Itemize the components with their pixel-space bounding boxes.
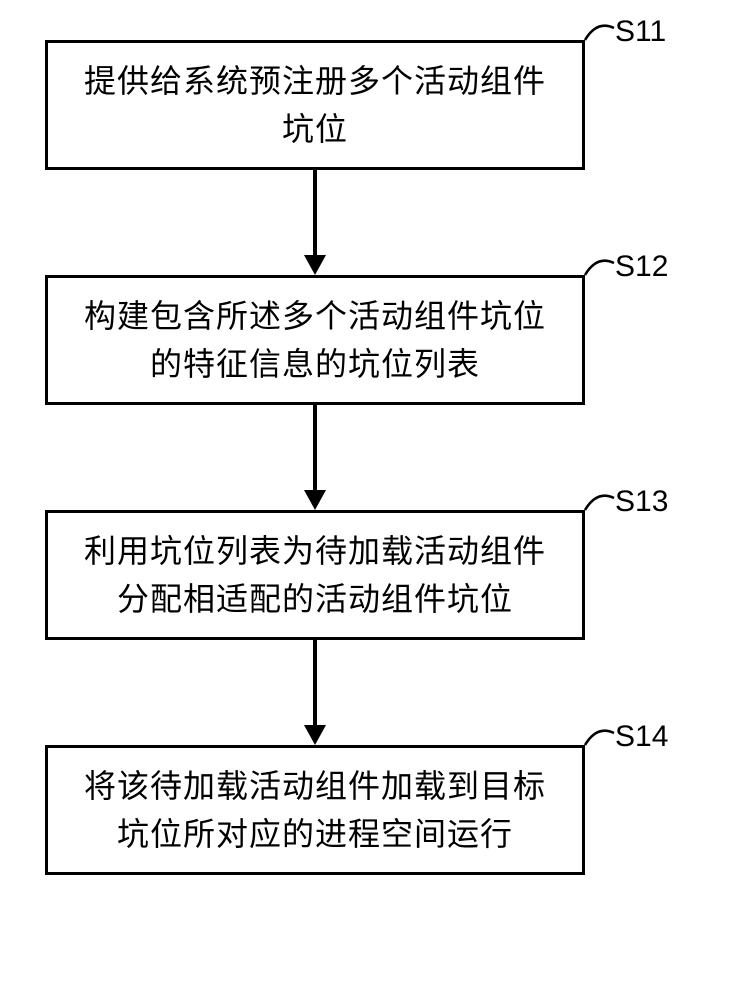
step-label-s12: S12: [615, 250, 668, 284]
step-box-s11: 提供给系统预注册多个活动组件坑位: [45, 40, 585, 170]
arrow-s12-s13: [304, 490, 326, 510]
step-text-s13: 利用坑位列表为待加载活动组件分配相适配的活动组件坑位: [68, 527, 562, 623]
step-text-s12: 构建包含所述多个活动组件坑位的特征信息的坑位列表: [68, 292, 562, 388]
arrow-s11-s12: [304, 255, 326, 275]
connector-s12-s13: [313, 405, 317, 490]
step-label-s13: S13: [615, 485, 668, 519]
flowchart-container: 提供给系统预注册多个活动组件坑位 S11 构建包含所述多个活动组件坑位的特征信息…: [0, 0, 756, 1000]
arrow-s13-s14: [304, 725, 326, 745]
step-text-s14: 将该待加载活动组件加载到目标坑位所对应的进程空间运行: [68, 762, 562, 858]
step-box-s14: 将该待加载活动组件加载到目标坑位所对应的进程空间运行: [45, 745, 585, 875]
connector-s13-s14: [313, 640, 317, 725]
step-text-s11: 提供给系统预注册多个活动组件坑位: [68, 57, 562, 153]
step-label-s11: S11: [615, 15, 666, 49]
step-label-s14: S14: [615, 720, 668, 754]
step-box-s13: 利用坑位列表为待加载活动组件分配相适配的活动组件坑位: [45, 510, 585, 640]
step-box-s12: 构建包含所述多个活动组件坑位的特征信息的坑位列表: [45, 275, 585, 405]
connector-s11-s12: [313, 170, 317, 255]
